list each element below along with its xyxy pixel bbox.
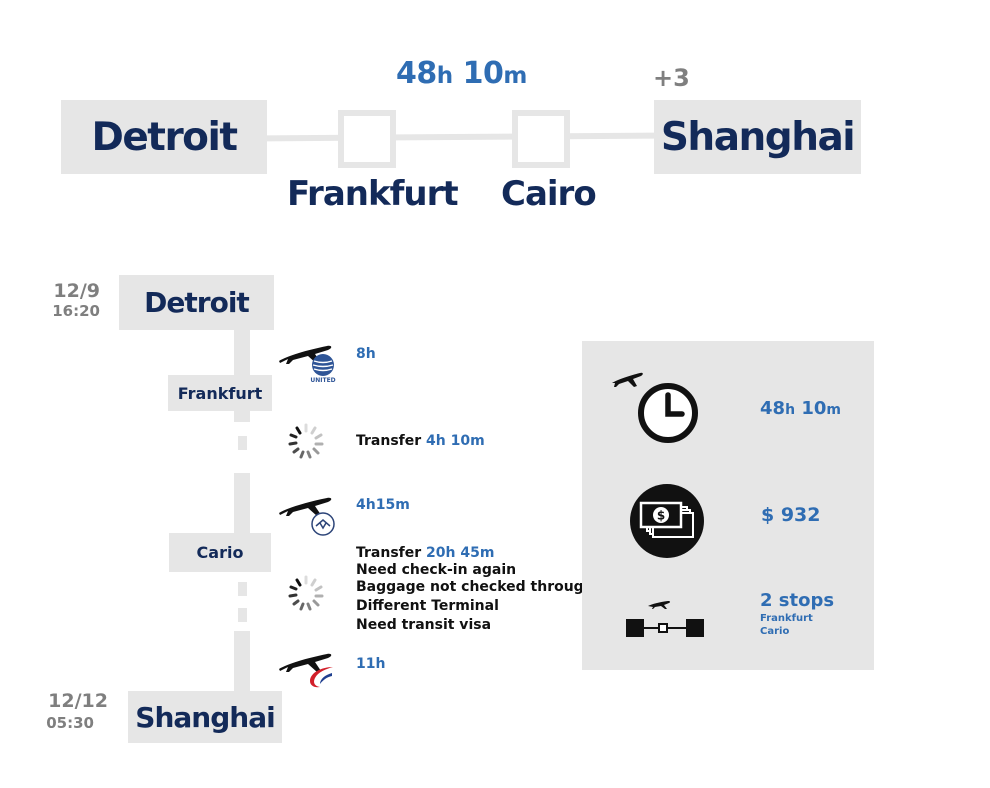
- stop-label-cairo: Cairo: [501, 174, 597, 214]
- stop-marker-cairo: [512, 110, 570, 168]
- arrival-city: Shanghai: [128, 691, 282, 743]
- summary-hours: 48: [760, 398, 786, 419]
- timeline-dash: [238, 436, 247, 450]
- summary-stop-city: Cario: [760, 626, 790, 637]
- timeline-bar: [234, 329, 250, 377]
- loading-spinner-icon: [288, 423, 324, 459]
- loading-spinner-icon: [288, 575, 324, 611]
- summary-stop-city: Frankfurt: [760, 613, 813, 624]
- leg3-duration: 11h: [356, 656, 386, 672]
- plane-icon: [279, 497, 332, 516]
- arrival-time: 05:30: [46, 714, 94, 732]
- leg1-duration: 8h: [356, 346, 376, 362]
- transfer2-header: Transfer 20h 45m: [356, 544, 594, 563]
- stop-marker-frankfurt: [338, 110, 396, 168]
- timeline-bar: [234, 410, 250, 422]
- transfer2-label: Transfer: [356, 545, 427, 561]
- summary-panel: 48h 10m $ $ 932 2 stops Frankfurt Cario: [582, 341, 874, 670]
- china-eastern-logo-icon: [310, 667, 333, 688]
- stops-route-icon: [626, 601, 704, 637]
- departure-city: Detroit: [119, 275, 274, 330]
- timeline-bar: [234, 631, 250, 693]
- stop-city-frankfurt: Frankfurt: [168, 375, 272, 411]
- summary-price: $ 932: [761, 504, 821, 526]
- total-duration-minutes: 10: [462, 56, 504, 91]
- lufthansa-logo-icon: [311, 512, 335, 536]
- departure-time: 16:20: [52, 302, 100, 320]
- transfer2-note: Different Terminal: [356, 598, 499, 614]
- transfer1-label: Transfer: [356, 433, 427, 449]
- transfer2-duration: 20h 45m: [426, 545, 495, 561]
- transfer2-note: Need transit visa: [356, 617, 492, 633]
- route-line: [265, 132, 655, 142]
- flight-clock-icon: [612, 372, 698, 443]
- timeline-dash: [238, 582, 247, 596]
- leg2-duration: 4h15m: [356, 497, 410, 513]
- timeline-dash: [238, 608, 247, 622]
- summary-minutes-unit: m: [826, 402, 841, 418]
- summary-duration: 48h 10m: [760, 398, 841, 419]
- stop-city-cario: Cario: [169, 533, 271, 572]
- transfer2-info: Transfer 20h 45m Need check-in again Bag…: [356, 544, 594, 635]
- money-icon: $: [630, 484, 704, 558]
- svg-text:$: $: [657, 509, 665, 523]
- united-logo-icon: UNITED: [310, 354, 336, 384]
- day-offset: +3: [653, 64, 690, 92]
- minutes-unit: m: [503, 63, 527, 89]
- summary-stops-count: 2 stops: [760, 590, 835, 611]
- stop-label-frankfurt: Frankfurt: [287, 174, 459, 214]
- transfer2-note: Need check-in again: [356, 562, 517, 578]
- svg-text:UNITED: UNITED: [310, 377, 335, 384]
- timeline-bar: [234, 473, 250, 533]
- departure-date: 12/9: [53, 280, 100, 302]
- hours-unit: h: [436, 63, 453, 89]
- total-duration: 48h 10m: [396, 56, 527, 91]
- summary-hours-unit: h: [785, 402, 796, 418]
- total-duration-hours: 48: [396, 56, 437, 91]
- summary-minutes: 10: [801, 398, 827, 419]
- arrival-date: 12/12: [48, 690, 108, 712]
- route-origin: Detroit: [61, 100, 267, 174]
- transfer1-info: Transfer 4h 10m: [356, 432, 485, 451]
- route-destination: Shanghai: [654, 100, 861, 174]
- transfer2-note: Baggage not checked through: [356, 579, 594, 595]
- plane-icon: [279, 653, 332, 672]
- transfer1-duration: 4h 10m: [426, 433, 485, 449]
